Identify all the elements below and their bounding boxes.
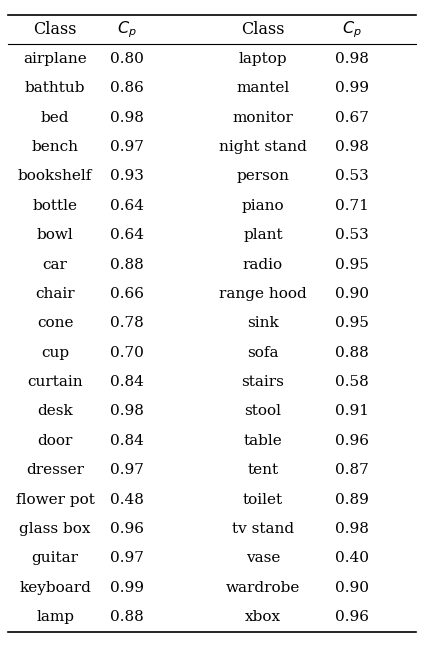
Text: guitar: guitar [32,552,78,565]
Text: desk: desk [37,405,73,418]
Text: car: car [43,258,67,271]
Text: monitor: monitor [232,111,293,124]
Text: bookshelf: bookshelf [18,170,92,183]
Text: 0.66: 0.66 [110,287,144,301]
Text: 0.87: 0.87 [335,464,369,477]
Text: stairs: stairs [241,375,285,389]
Text: 0.88: 0.88 [110,258,144,271]
Text: 0.96: 0.96 [110,522,144,536]
Text: 0.40: 0.40 [335,552,369,565]
Text: 0.53: 0.53 [335,228,369,242]
Text: $C_p$: $C_p$ [342,19,362,39]
Text: keyboard: keyboard [19,581,91,595]
Text: 0.97: 0.97 [110,552,144,565]
Text: 0.48: 0.48 [110,493,144,506]
Text: bed: bed [41,111,70,124]
Text: piano: piano [242,199,284,212]
Text: 0.98: 0.98 [110,111,144,124]
Text: 0.64: 0.64 [110,199,144,212]
Text: 0.80: 0.80 [110,52,144,65]
Text: laptop: laptop [239,52,287,65]
Text: 0.99: 0.99 [110,581,144,595]
Text: 0.91: 0.91 [335,405,369,418]
Text: lamp: lamp [36,611,74,624]
Text: 0.58: 0.58 [335,375,369,389]
Text: 0.97: 0.97 [110,464,144,477]
Text: 0.71: 0.71 [335,199,369,212]
Text: 0.64: 0.64 [110,228,144,242]
Text: wardrobe: wardrobe [226,581,300,595]
Text: 0.89: 0.89 [335,493,369,506]
Text: tent: tent [247,464,279,477]
Text: person: person [237,170,289,183]
Text: night stand: night stand [219,140,307,154]
Text: flower pot: flower pot [16,493,95,506]
Text: 0.88: 0.88 [110,611,144,624]
Text: 0.78: 0.78 [110,317,144,330]
Text: dresser: dresser [26,464,84,477]
Text: 0.90: 0.90 [335,287,369,301]
Text: plant: plant [243,228,283,242]
Text: 0.97: 0.97 [110,140,144,154]
Text: sofa: sofa [247,346,279,359]
Text: bathtub: bathtub [25,81,85,95]
Text: $C_p$: $C_p$ [117,19,137,39]
Text: glass box: glass box [20,522,91,536]
Text: 0.96: 0.96 [335,611,369,624]
Text: curtain: curtain [27,375,83,389]
Text: xbox: xbox [245,611,281,624]
Text: 0.90: 0.90 [335,581,369,595]
Text: 0.93: 0.93 [110,170,144,183]
Text: bowl: bowl [37,228,73,242]
Text: toilet: toilet [243,493,283,506]
Text: bottle: bottle [33,199,78,212]
Text: sink: sink [247,317,279,330]
Text: stool: stool [244,405,282,418]
Text: chair: chair [35,287,75,301]
Text: 0.95: 0.95 [335,258,369,271]
Text: 0.67: 0.67 [335,111,369,124]
Text: 0.84: 0.84 [110,375,144,389]
Text: vase: vase [245,552,280,565]
Text: 0.70: 0.70 [110,346,144,359]
Text: 0.86: 0.86 [110,81,144,95]
Text: radio: radio [243,258,283,271]
Text: 0.84: 0.84 [110,434,144,448]
Text: 0.95: 0.95 [335,317,369,330]
Text: 0.98: 0.98 [335,140,369,154]
Text: mantel: mantel [236,81,290,95]
Text: 0.96: 0.96 [335,434,369,448]
Text: 0.98: 0.98 [335,522,369,536]
Text: cup: cup [41,346,69,359]
Text: 0.98: 0.98 [110,405,144,418]
Text: range hood: range hood [219,287,307,301]
Text: door: door [37,434,73,448]
Text: Class: Class [241,21,285,38]
Text: 0.99: 0.99 [335,81,369,95]
Text: airplane: airplane [23,52,87,65]
Text: tv stand: tv stand [232,522,294,536]
Text: 0.88: 0.88 [335,346,369,359]
Text: table: table [243,434,282,448]
Text: bench: bench [32,140,78,154]
Text: 0.53: 0.53 [335,170,369,183]
Text: 0.98: 0.98 [335,52,369,65]
Text: cone: cone [37,317,73,330]
Text: Class: Class [33,21,77,38]
